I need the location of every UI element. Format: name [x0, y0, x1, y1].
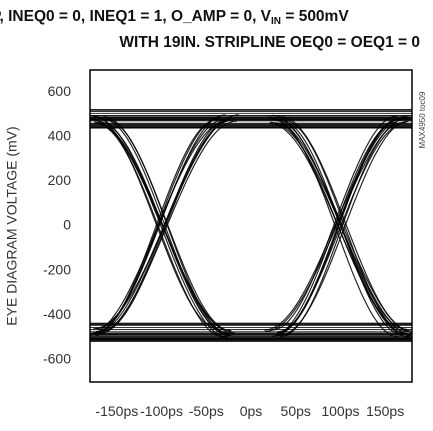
x-axis-ticks: -150ps -100ps -50ps 0ps 50ps 100ps 150ps [95, 403, 404, 419]
transition-trace [90, 120, 228, 336]
y-tick-label: -200 [43, 261, 71, 277]
x-tick-label: 150ps [366, 403, 404, 419]
chart-title-line-1: -P, INEQ0 = 0, INEQ1 = 1, O_AMP = 0, VIN… [0, 8, 349, 27]
y-tick-label: 200 [48, 172, 72, 188]
transition-trace [283, 119, 407, 335]
y-tick-label: 400 [48, 128, 72, 144]
transition-trace [94, 121, 234, 337]
figure-code: MAX4950 toc09 [418, 91, 427, 148]
transition-trace [99, 118, 233, 334]
x-tick-label: -100ps [140, 403, 183, 419]
x-tick-label: 0ps [240, 403, 263, 419]
transition-trace [270, 118, 412, 334]
transition-trace [275, 122, 398, 338]
y-tick-label: 600 [48, 83, 72, 99]
y-axis-ticks: 600 400 200 0 -200 -400 -600 [43, 83, 71, 366]
y-tick-label: -600 [43, 350, 71, 366]
transition-trace [103, 118, 228, 334]
eye-traces [90, 109, 412, 342]
transition-trace [269, 121, 412, 337]
transition-trace [271, 121, 397, 337]
x-tick-label: -150ps [95, 403, 138, 419]
x-tick-label: 50ps [281, 403, 311, 419]
y-tick-label: -400 [43, 306, 71, 322]
transition-trace [95, 122, 225, 338]
transition-trace [91, 114, 220, 330]
y-tick-label: 0 [63, 217, 71, 233]
chart-title-line-2: WITH 19IN. STRIPLINE OEQ0 = OEQ1 = 0 [119, 34, 420, 51]
x-tick-label: -50ps [189, 403, 224, 419]
x-tick-label: 100ps [321, 403, 359, 419]
y-axis-label: EYE DIAGRAM VOLTAGE (mV) [4, 126, 20, 325]
